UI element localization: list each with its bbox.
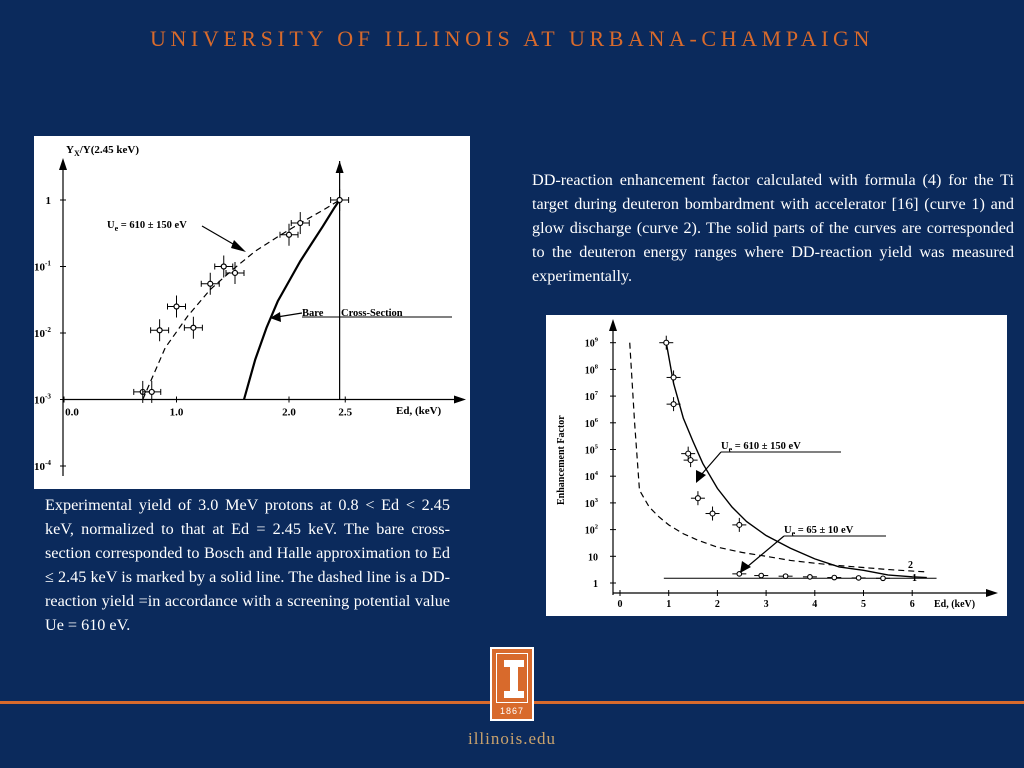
enhancement-chart-panel: 109 108 107 106 105 104 103 102 10 1 0 1 2 3 4 5 6 Enhan…	[546, 315, 1007, 616]
y-tick-label: 105	[585, 444, 599, 457]
x-axis-arrow-icon	[454, 395, 466, 404]
bare-label-b: Cross-Section	[341, 308, 403, 319]
y-tick-label: 10-3	[34, 393, 51, 407]
curve-2	[629, 342, 927, 573]
curve-1-label: 1	[912, 573, 917, 584]
y-tick-label: 10-1	[34, 260, 51, 274]
data-point	[150, 319, 170, 342]
data-point	[851, 575, 866, 581]
data-point	[330, 189, 350, 211]
yield-chart: 1 10-1 10-2 10-3 10-4 0.0 1.0 2.0 2.5 YX/Y(2.45 …	[34, 144, 466, 476]
screening-dashed-curve	[142, 199, 340, 400]
block-i-logo: 1867	[490, 647, 534, 721]
ue65-arrowhead-icon	[740, 561, 751, 573]
ue610-annotation: Ue = 610 ± 150 eV	[721, 441, 801, 454]
y-tick-label: 108	[585, 363, 599, 376]
logo-year: 1867	[499, 706, 525, 716]
y-tick-label: 109	[585, 337, 599, 350]
x-tick-label: 5	[861, 599, 866, 610]
data-point	[183, 316, 203, 339]
data-point	[875, 575, 890, 582]
x-tick-label: 4	[812, 599, 817, 610]
data-point	[659, 335, 674, 350]
x-tick-label: 3	[764, 599, 769, 610]
x-tick-label: 1	[666, 599, 671, 610]
data-point	[279, 223, 299, 246]
x-tick-label: 2.0	[282, 407, 296, 419]
x-tick-label: 0.0	[65, 407, 79, 419]
bare-arrowhead-icon	[270, 312, 281, 322]
ue65-annotation: Ue = 65 ± 10 eV	[784, 525, 854, 538]
data-point	[666, 397, 681, 412]
y-tick-label: 1	[46, 195, 52, 207]
bare-cross-section-curve	[242, 199, 341, 400]
x-axis-arrow-icon	[986, 589, 998, 597]
data-point	[683, 453, 698, 468]
ue610-arrowhead-icon	[696, 470, 706, 483]
bare-label-a: Bare	[302, 308, 324, 319]
ue610-arrow	[700, 451, 722, 476]
data-point	[167, 295, 186, 318]
y-tick-label: 102	[585, 524, 598, 537]
x-tick-label: 2.5	[338, 407, 352, 419]
reference-arrow-icon	[335, 161, 344, 173]
data-point	[142, 380, 162, 403]
data-point	[802, 573, 817, 580]
data-point	[225, 261, 245, 284]
y-axis-arrow-icon	[609, 319, 617, 331]
x-tick-label: 6	[910, 599, 915, 610]
data-point	[754, 572, 769, 579]
data-point	[681, 446, 696, 461]
y-tick-label: 104	[585, 470, 599, 483]
data-point	[214, 255, 234, 278]
data-point	[705, 506, 720, 521]
university-title: UNIVERSITY OF ILLINOIS AT URBANA-CHAMPAI…	[149, 26, 875, 51]
data-point	[827, 574, 842, 581]
y-tick-label: 1	[593, 579, 598, 590]
data-point	[200, 272, 220, 295]
enhancement-caption: DD-reaction enhancement factor calculate…	[532, 171, 1014, 285]
yield-caption: Experimental yield of 3.0 MeV protons at…	[45, 496, 450, 634]
y-axis-label: YX/Y(2.45 keV)	[66, 144, 139, 158]
data-point	[290, 212, 310, 235]
x-tick-label: 1.0	[170, 407, 184, 419]
ue65-arrow	[746, 535, 785, 568]
y-tick-label: 10-2	[34, 326, 51, 340]
y-axis-arrow-icon	[59, 158, 67, 170]
y-tick-label: 10-4	[34, 459, 51, 473]
x-tick-label: 2	[715, 599, 720, 610]
screening-annotation: Ue = 610 ± 150 eV	[107, 220, 187, 233]
y-tick-label: 107	[585, 390, 599, 403]
curve-2-label: 2	[908, 560, 913, 571]
screening-arrowhead-icon	[231, 240, 246, 252]
yield-chart-panel: 1 10-1 10-2 10-3 10-4 0.0 1.0 2.0 2.5 YX/Y(2.45 …	[34, 136, 470, 489]
data-point	[732, 571, 747, 577]
data-point	[690, 491, 705, 506]
data-point	[732, 517, 747, 532]
x-axis-label: Ed, (keV)	[934, 599, 975, 610]
y-tick-label: 106	[585, 417, 599, 430]
block-i-icon	[504, 660, 524, 698]
footer-url[interactable]: illinois.edu	[467, 729, 557, 748]
x-axis-label: Ed, (keV)	[396, 405, 442, 417]
x-tick-label: 0	[618, 599, 623, 610]
data-point	[666, 370, 681, 385]
bare-arrow	[276, 312, 303, 318]
data-point	[778, 573, 793, 580]
curve-1	[665, 342, 927, 579]
y-tick-label: 103	[585, 497, 599, 510]
y-tick-label: 10	[588, 552, 598, 563]
y-axis-label: Enhancement Factor	[556, 415, 567, 505]
